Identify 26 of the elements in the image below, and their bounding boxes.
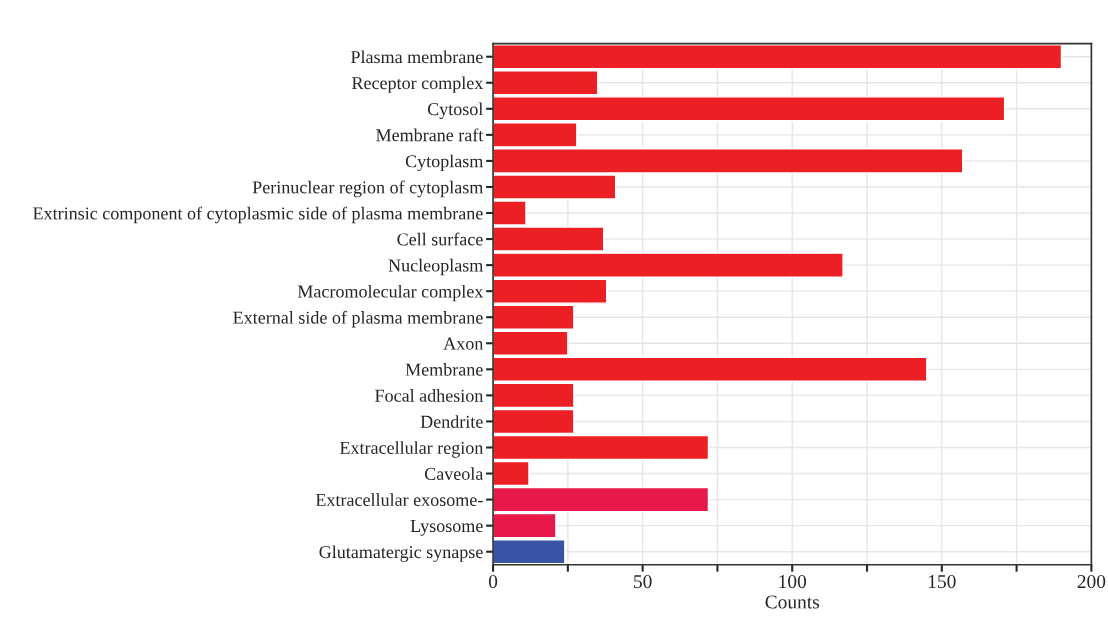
- y-tick-label: Perinuclear region of cytoplasm: [252, 180, 484, 198]
- y-tick-label: Cytoplasm: [405, 154, 484, 172]
- y-tick-label: Caveola: [424, 467, 484, 480]
- y-tick-label: Lysosome: [410, 520, 483, 536]
- x-axis-title: Counts: [765, 595, 820, 609]
- y-tick-label: Plasma membrane: [350, 50, 483, 64]
- y-tick-label: Nucleoplasm: [388, 258, 484, 276]
- x-tick-label: 50: [634, 575, 652, 589]
- y-tick-label: Dendrite: [420, 415, 483, 428]
- x-tick-label: 100: [779, 575, 807, 589]
- y-tick-label: Cytosol: [427, 102, 483, 119]
- y-tick-label: Extracellular exosome-: [315, 493, 483, 507]
- y-tick-label: External side of plasma membrane: [233, 310, 483, 328]
- y-tick-label: Membrane: [405, 363, 483, 376]
- y-tick-label: Extracellular region: [339, 441, 484, 458]
- y-tick-label: Receptor complex: [352, 76, 484, 93]
- y-tick-label: Focal adhesion: [375, 389, 484, 402]
- x-tick-label: 200: [1077, 575, 1106, 589]
- y-tick-label: Glutamatergic synapse: [319, 545, 483, 562]
- y-tick-label: Macromolecular complex: [297, 284, 484, 302]
- x-tick-label: 150: [928, 575, 956, 589]
- y-tick-label: Membrane raft: [376, 128, 484, 142]
- y-tick-label: Extrinsic component of cytoplasmic side of plasma membrane: [33, 206, 483, 224]
- y-tick-label: Axon: [443, 337, 484, 350]
- y-tick-label: Cell surface: [397, 232, 483, 246]
- x-tick-label: 0: [488, 575, 498, 589]
